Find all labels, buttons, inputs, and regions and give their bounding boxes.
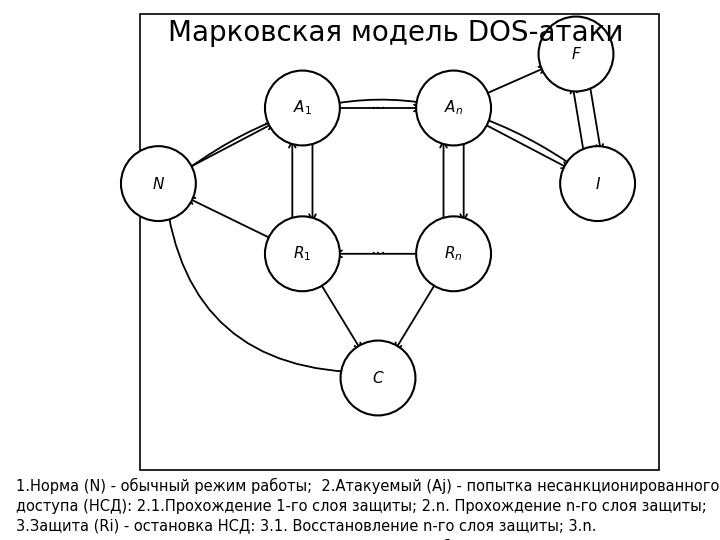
Text: $I$: $I$ xyxy=(595,176,600,192)
Ellipse shape xyxy=(416,217,491,291)
Text: 1.Норма (N) - обычный режим работы;  2.Атакуемый (Aj) - попытка несанкционирован: 1.Норма (N) - обычный режим работы; 2.Ат… xyxy=(16,478,719,540)
Text: $F$: $F$ xyxy=(570,46,582,62)
Text: ...: ... xyxy=(370,94,386,113)
Ellipse shape xyxy=(265,217,340,291)
Text: $R_{1}$: $R_{1}$ xyxy=(293,245,312,263)
Text: ...: ... xyxy=(370,240,386,259)
Ellipse shape xyxy=(416,71,491,145)
Ellipse shape xyxy=(121,146,196,221)
Text: $A_{1}$: $A_{1}$ xyxy=(293,99,312,117)
Ellipse shape xyxy=(539,17,613,91)
Bar xyxy=(140,14,659,470)
Text: $A_{n}$: $A_{n}$ xyxy=(444,99,463,117)
Text: $C$: $C$ xyxy=(372,370,384,386)
Ellipse shape xyxy=(265,71,340,145)
Ellipse shape xyxy=(560,146,635,221)
Text: Марковская модель DOS-атаки: Марковская модель DOS-атаки xyxy=(168,19,624,47)
Ellipse shape xyxy=(341,341,415,415)
Text: $R_{n}$: $R_{n}$ xyxy=(444,245,463,263)
Text: $N$: $N$ xyxy=(152,176,165,192)
